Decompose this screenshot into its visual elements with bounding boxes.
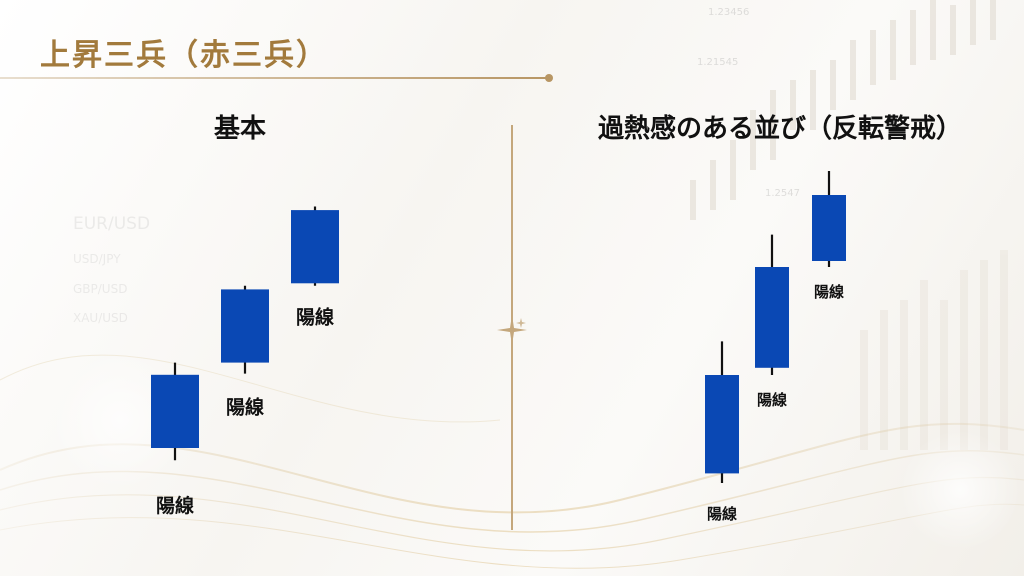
candle-label: 陽線 [757,391,787,409]
ticker-value: 1.21545 [697,57,739,68]
candle-label: 陽線 [226,396,264,419]
candle-label: 陽線 [296,306,334,329]
candle-body [291,210,339,284]
right-panel-heading: 過熱感のある並び（反転警戒） [597,114,962,144]
ticker-value: 1.23456 [708,7,750,18]
title-underline [0,77,548,79]
candle-body [755,267,789,368]
watermark-pair: GBP/USD [73,282,128,296]
candle-label: 陽線 [707,505,737,523]
watermark-pair: XAU/USD [73,311,128,325]
title-underline-dot [545,74,553,82]
candle-body [221,289,269,363]
left-panel-heading: 基本 [213,114,266,144]
candle-body [705,375,739,474]
watermark-pair: EUR/USD [73,214,151,234]
watermark-pair: USD/JPY [73,252,121,266]
page-title: 上昇三兵（赤三兵） [40,38,328,73]
candle-body [151,374,199,448]
candle-label: 陽線 [814,283,844,301]
ticker-value: 1.2547 [765,188,800,199]
candle-label: 陽線 [156,494,194,517]
candle-body [812,195,846,261]
sparkle-icon [497,315,527,345]
